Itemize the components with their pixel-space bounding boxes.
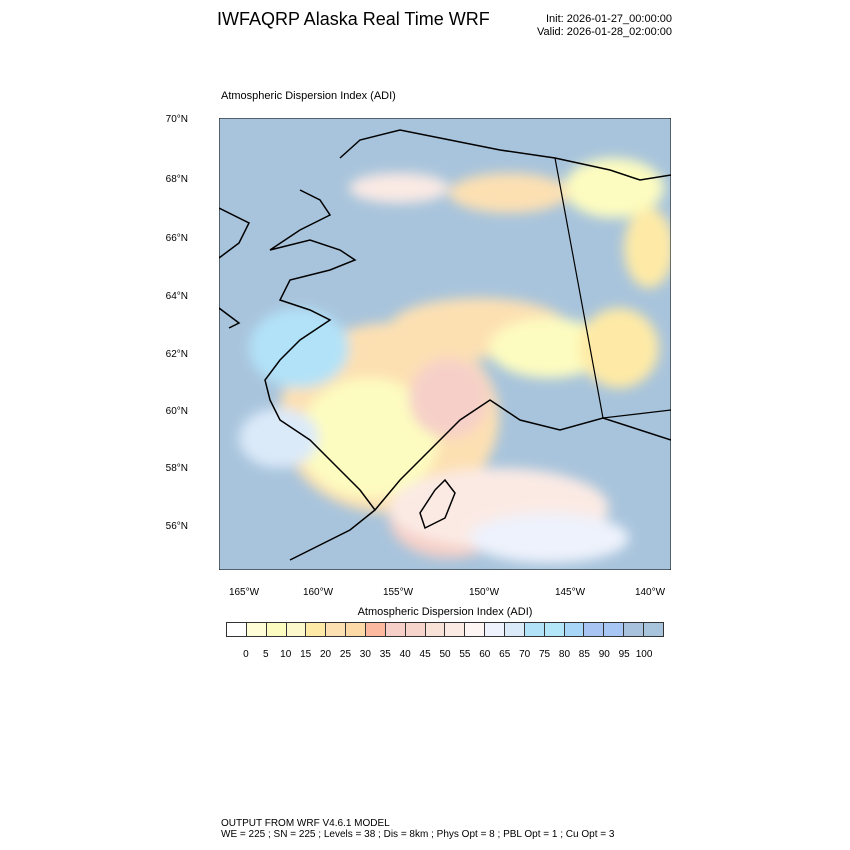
colorbar-swatch (326, 623, 347, 636)
lat-label: 64°N (165, 291, 188, 302)
colorbar-swatch (266, 623, 287, 636)
colorbar-label: 15 (300, 649, 312, 660)
colorbar-swatch (604, 623, 625, 636)
colorbar-swatch (227, 623, 247, 636)
colorbar-swatch (544, 623, 565, 636)
colorbar-swatch (644, 623, 663, 636)
lat-label: 70°N (165, 114, 188, 125)
colorbar-label: 70 (519, 649, 531, 660)
colorbar-label: 85 (578, 649, 590, 660)
model-footer: OUTPUT FROM WRF V4.6.1 MODEL WE = 225 ; … (221, 818, 614, 840)
colorbar-swatch (584, 623, 605, 636)
init-time: Init: 2026-01-27_00:00:00 (546, 13, 672, 25)
lon-label: 145°W (554, 587, 586, 598)
lat-label: 68°N (165, 174, 188, 185)
footer-line-1: OUTPUT FROM WRF V4.6.1 MODEL (221, 818, 390, 829)
colorbar-swatch (246, 623, 267, 636)
lon-label: 160°W (302, 587, 334, 598)
colorbar-label: 40 (399, 649, 411, 660)
lon-label: 150°W (468, 587, 500, 598)
colorbar-swatch (366, 623, 386, 636)
colorbar-swatch (445, 623, 466, 636)
colorbar-swatch (624, 623, 645, 636)
colorbar-swatch (425, 623, 446, 636)
colorbar-swatch (306, 623, 327, 636)
colorbar-label: 60 (479, 649, 491, 660)
lon-label: 155°W (382, 587, 414, 598)
valid-time: Valid: 2026-01-28_02:00:00 (537, 26, 672, 38)
colorbar-label: 75 (538, 649, 551, 660)
lon-label: 140°W (634, 587, 666, 598)
colorbar-label: 55 (459, 649, 471, 660)
lon-label: 165°W (228, 587, 260, 598)
lat-label: 60°N (165, 406, 188, 417)
colorbar-title: Atmospheric Dispersion Index (ADI) (357, 606, 533, 618)
colorbar-label: 95 (618, 649, 630, 660)
colorbar-swatch (564, 623, 585, 636)
colorbar-label: 30 (359, 649, 371, 660)
lat-label: 62°N (165, 349, 188, 360)
colorbar-swatch (346, 623, 367, 636)
adi-map (219, 118, 671, 570)
colorbar-swatch (385, 623, 406, 636)
adi-field (239, 158, 671, 563)
colorbar-label: 25 (339, 649, 352, 660)
colorbar-label: 10 (280, 649, 292, 660)
canada-border (554, 157, 671, 419)
lat-label: 66°N (165, 233, 188, 244)
colorbar-swatch (286, 623, 307, 636)
colorbar-label: 50 (439, 649, 451, 660)
colorbar-swatch (405, 623, 426, 636)
colorbar-swatch (485, 623, 506, 636)
colorbar-swatch (465, 623, 486, 636)
lat-label: 58°N (165, 463, 188, 474)
coastline (219, 129, 671, 561)
colorbar-label: 20 (319, 649, 332, 660)
init-valid-times: Init: 2026-01-27_00:00:00 Valid: 2026-01… (537, 13, 672, 39)
plot-title: IWFAQRP Alaska Real Time WRF (217, 9, 490, 29)
colorbar-label: 90 (598, 649, 610, 660)
footer-line-2: WE = 225 ; SN = 225 ; Levels = 38 ; Dis … (221, 829, 615, 840)
map-subtitle: Atmospheric Dispersion Index (ADI) (221, 90, 396, 102)
colorbar-label: 45 (419, 649, 431, 660)
colorbar-label: 5 (263, 649, 269, 660)
colorbar (226, 622, 664, 637)
lat-label: 56°N (165, 521, 188, 532)
colorbar-label: 0 (243, 649, 249, 660)
colorbar-label: 65 (499, 649, 511, 660)
colorbar-swatch (524, 623, 545, 636)
colorbar-swatch (505, 623, 525, 636)
colorbar-label: 100 (635, 649, 653, 660)
colorbar-label: 35 (379, 649, 391, 660)
colorbar-label: 80 (558, 649, 571, 660)
